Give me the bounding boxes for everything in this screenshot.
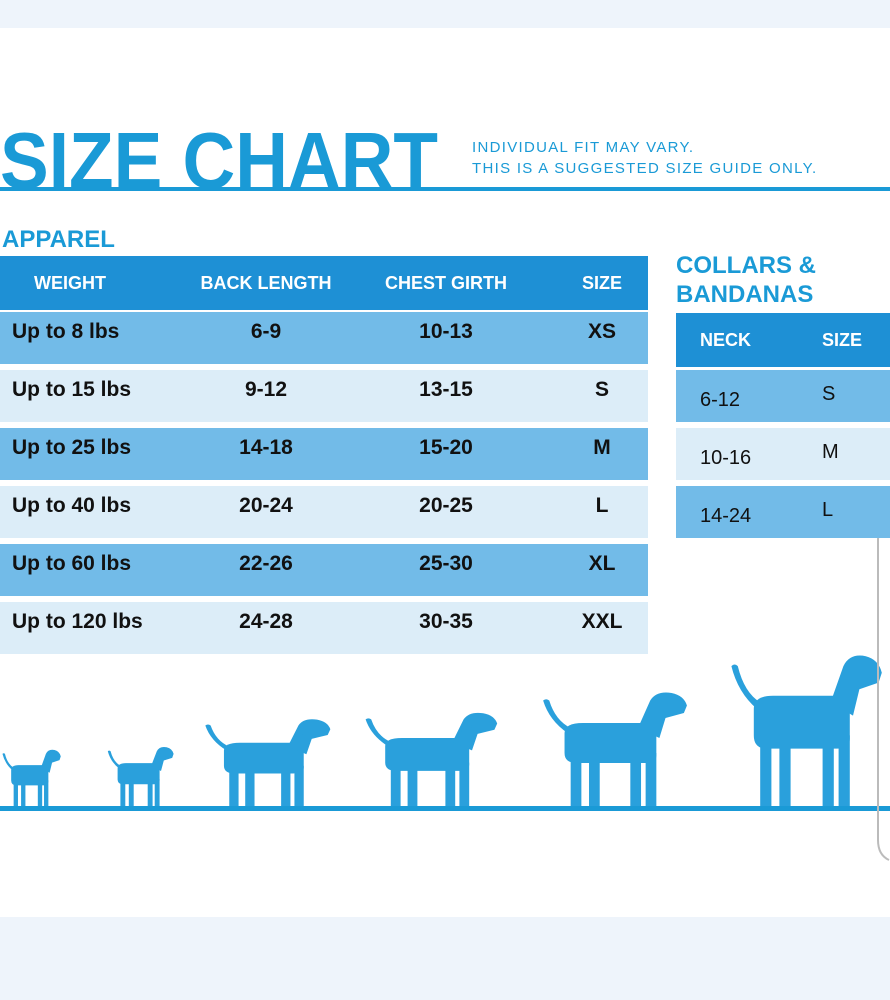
table-cell: Up to 25 lbs xyxy=(12,436,132,459)
column-header: SIZE xyxy=(822,329,863,350)
column-header: NECK xyxy=(700,329,752,350)
table-cell: Up to 120 lbs xyxy=(12,610,143,633)
table-row xyxy=(676,428,890,480)
table-cell: XL xyxy=(588,552,616,575)
dog xyxy=(365,712,498,808)
table-cell: 24-28 xyxy=(239,610,293,633)
table-row xyxy=(676,370,890,422)
column-header: CHEST GIRTH xyxy=(384,272,507,293)
table-cell: 14-18 xyxy=(239,436,293,459)
table-row xyxy=(0,544,648,596)
dog xyxy=(107,747,174,808)
section-title: BANDANAS xyxy=(676,281,813,308)
table-cell: Up to 15 lbs xyxy=(12,378,132,401)
section-title: COLLARS & xyxy=(676,252,816,279)
table-cell: 13-15 xyxy=(419,378,473,401)
table-cell: 14-24 xyxy=(700,504,752,527)
table-header xyxy=(0,256,648,310)
table-cell: Up to 60 lbs xyxy=(12,552,132,575)
table-cell: M xyxy=(593,436,611,459)
dog xyxy=(731,655,882,808)
dog xyxy=(2,749,61,808)
table-cell: 20-24 xyxy=(239,494,293,517)
table-cell: Up to 40 lbs xyxy=(12,494,132,517)
table-cell: 6-12 xyxy=(700,388,741,411)
section-title: APPAREL xyxy=(2,226,115,253)
table-row xyxy=(0,312,648,364)
table-row xyxy=(0,602,648,654)
table-header xyxy=(676,313,890,367)
table-cell: XS xyxy=(587,320,616,343)
table-cell: 15-20 xyxy=(419,436,473,459)
table-cell: XXL xyxy=(581,610,623,633)
column-header: SIZE xyxy=(581,272,622,293)
dog xyxy=(205,719,331,808)
column-header: BACK LENGTH xyxy=(200,272,332,293)
column-header: WEIGHT xyxy=(34,272,106,293)
title-rule xyxy=(0,187,890,191)
ground-line xyxy=(0,806,890,811)
table-cell: 10-13 xyxy=(419,320,473,343)
note-line: INDIVIDUAL FIT MAY VARY. xyxy=(472,139,694,156)
table-row xyxy=(0,486,648,538)
table-cell: 22-26 xyxy=(239,552,293,575)
top-band xyxy=(0,0,890,28)
table-cell: Up to 8 lbs xyxy=(12,320,120,343)
table-cell: S xyxy=(594,378,609,401)
table-cell: 20-25 xyxy=(419,494,473,517)
table-cell: 25-30 xyxy=(419,552,473,575)
note-line: THIS IS A SUGGESTED SIZE GUIDE ONLY. xyxy=(472,160,818,177)
table-row xyxy=(0,428,648,480)
table-cell: 10-16 xyxy=(700,446,752,469)
table-cell: 30-35 xyxy=(419,610,473,633)
table-cell: 9-12 xyxy=(244,378,288,401)
table-cell: S xyxy=(822,382,836,405)
dog xyxy=(543,692,687,808)
bottom-band xyxy=(0,917,890,1000)
table-row xyxy=(0,370,648,422)
table-cell: M xyxy=(822,440,839,463)
table-row xyxy=(676,486,890,538)
table-cell: L xyxy=(595,494,609,517)
dog-silhouettes xyxy=(2,655,882,808)
title: SIZE CHART xyxy=(0,116,438,205)
table-cell: L xyxy=(822,498,834,521)
table-cell: 6-9 xyxy=(250,320,282,343)
